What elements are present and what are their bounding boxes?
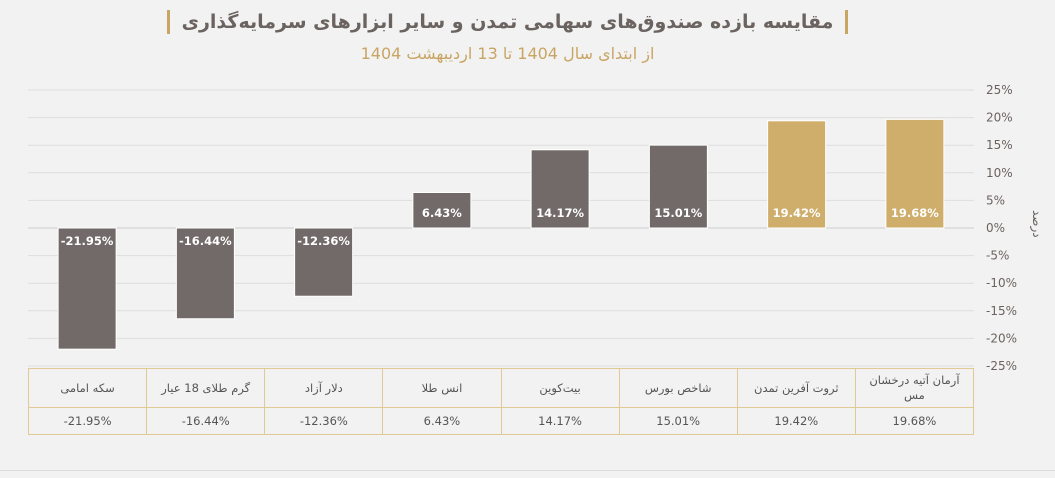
table-category-cell: انس طلا xyxy=(382,368,502,408)
table-value-cell: -16.44% xyxy=(146,407,266,435)
table-row-names: سکه امامی گرم طلای 18 عیار دلار آزاد انس طل… xyxy=(27,368,975,408)
bar xyxy=(412,192,472,229)
bar xyxy=(530,149,590,229)
bar-value-label: 19.68% xyxy=(891,206,939,220)
chart-subtitle: از ابتدای سال 1404 تا 13 اردیبهشت 1404 xyxy=(360,44,655,63)
table-value-cell: -21.95% xyxy=(27,407,148,435)
bar-value-label: -21.95% xyxy=(61,234,114,248)
y-tick-label: -15% xyxy=(986,304,1017,318)
table-category-cell: گرم طلای 18 عیار xyxy=(146,368,266,408)
y-axis-ticks: 25% 20% 15% 10% 5% 0% -5% -10% -15% -20% -25% xyxy=(986,83,1017,373)
bar-value-label: 6.43% xyxy=(422,206,462,220)
data-table: سکه امامی گرم طلای 18 عیار دلار آزاد انس طل… xyxy=(27,368,975,435)
bar-value-label: 19.42% xyxy=(773,206,821,220)
bar xyxy=(885,118,945,229)
table-value-cell: 19.42% xyxy=(736,407,856,435)
bar xyxy=(767,120,827,229)
y-tick-label: 15% xyxy=(986,138,1013,152)
table-row-values: -21.95% -16.44% -12.36% 6.43% 14.17% 15.01% 19… xyxy=(27,407,975,435)
chart-title: مقایسه بازده صندوق‌های سهامی تمدن و سایر… xyxy=(166,10,849,34)
bar xyxy=(57,227,117,350)
table-value-cell: 15.01% xyxy=(618,407,738,435)
y-tick-label: -25% xyxy=(986,359,1017,373)
gridlines xyxy=(28,89,974,367)
y-tick-label: -5% xyxy=(986,249,1009,263)
y-tick-label: -20% xyxy=(986,331,1017,345)
table-value-cell: 6.43% xyxy=(382,407,502,435)
y-tick-label: 20% xyxy=(986,111,1013,125)
table-value-cell: 14.17% xyxy=(500,407,620,435)
table-category-cell: آرمان آتیه درخشان مس xyxy=(854,368,975,408)
bar xyxy=(294,227,354,297)
table-category-cell: سکه امامی xyxy=(27,368,148,408)
bar-value-label: -16.44% xyxy=(179,234,232,248)
y-tick-label: 0% xyxy=(986,221,1005,235)
table-category-cell: دلار آزاد xyxy=(264,368,384,408)
bar xyxy=(175,227,235,320)
y-axis-unit-label: درصد xyxy=(1030,210,1044,238)
bar-value-label: 15.01% xyxy=(654,206,702,220)
table-category-cell: ثروت آفرین تمدن xyxy=(736,368,856,408)
bar-value-label: -12.36% xyxy=(297,234,350,248)
y-tick-label: 5% xyxy=(986,193,1005,207)
title-wrap: مقایسه بازده صندوق‌های سهامی تمدن و سایر… xyxy=(0,10,1015,34)
divider xyxy=(0,470,1055,471)
bars xyxy=(57,118,945,350)
table-value-cell: 19.68% xyxy=(854,407,975,435)
bar-value-label: 14.17% xyxy=(536,206,584,220)
table-category-cell: شاخص بورس xyxy=(618,368,738,408)
y-tick-label: 25% xyxy=(986,83,1013,97)
bar-value-labels: -21.95% -16.44% -12.36% 6.43% 14.17% 15.01% 19… xyxy=(61,206,940,248)
bar xyxy=(648,144,708,229)
y-tick-label: -10% xyxy=(986,276,1017,290)
table-value-cell: -12.36% xyxy=(264,407,384,435)
y-tick-label: 10% xyxy=(986,166,1013,180)
table-category-cell: بیت‌کوین xyxy=(500,368,620,408)
